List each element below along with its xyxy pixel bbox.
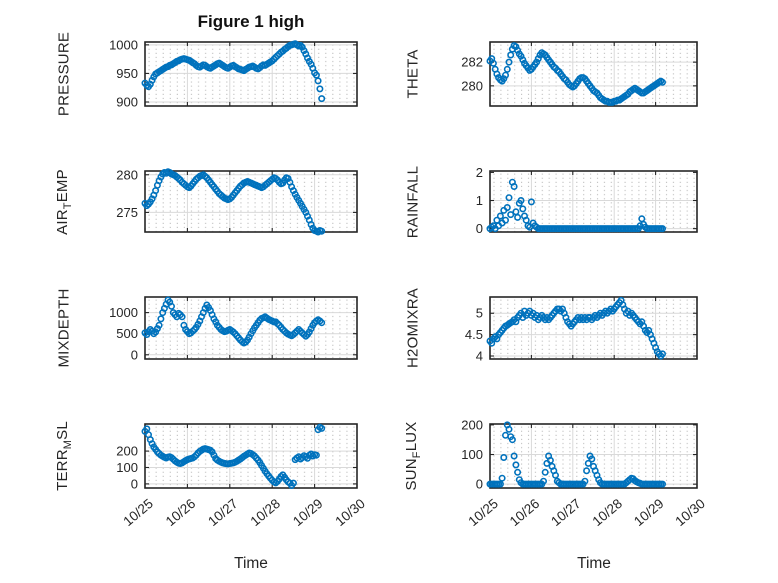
svg-text:100: 100 <box>461 447 483 462</box>
svg-text:10/29: 10/29 <box>290 496 326 529</box>
y-axis-label-rainfall: RAINFALL <box>404 165 422 238</box>
svg-text:1000: 1000 <box>109 305 138 320</box>
svg-text:950: 950 <box>116 66 138 81</box>
minor-grid <box>490 297 697 359</box>
svg-text:280: 280 <box>116 167 138 182</box>
scatter-markers <box>141 168 326 236</box>
svg-text:282: 282 <box>461 55 483 70</box>
y-axis-label-h2omixra: H2OMIXRA <box>404 288 422 368</box>
scatter-markers <box>486 42 666 106</box>
tick-marks <box>144 424 358 488</box>
subplot-theta: 280 282 <box>461 41 698 107</box>
svg-text:1000: 1000 <box>109 37 138 52</box>
x-axis-label-left: Time <box>234 555 268 572</box>
y-tick-labels: 44.55 <box>465 306 483 364</box>
figure-title: Figure 1 high <box>197 12 305 31</box>
axes-box <box>144 296 358 360</box>
x-tick-labels: 10/25 10/26 10/27 10/28 10/29 10/30 <box>465 496 708 529</box>
svg-text:10/26: 10/26 <box>507 496 543 529</box>
x-tick-labels: 10/25 10/26 10/27 10/28 10/29 10/30 <box>120 496 368 529</box>
svg-text:10/27: 10/27 <box>205 496 241 529</box>
y-tick-labels: 280 282 <box>461 55 483 94</box>
tick-marks <box>489 42 698 106</box>
svg-text:2: 2 <box>476 165 483 180</box>
tick-marks <box>144 297 358 359</box>
svg-text:280: 280 <box>461 78 483 93</box>
x-axis-label-right: Time <box>577 555 611 572</box>
y-tick-labels: 0 500 1000 <box>109 305 138 362</box>
subplot-rainfall: 0 1 2 <box>476 165 698 236</box>
tick-marks <box>144 171 358 232</box>
subplot-sun-flux: 0 100 200 10/25 10/26 10/27 10/28 10/29 10/30 <box>461 417 708 529</box>
svg-text:10/26: 10/26 <box>163 496 199 529</box>
svg-text:0: 0 <box>476 221 483 236</box>
svg-text:500: 500 <box>116 326 138 341</box>
svg-text:10/28: 10/28 <box>248 496 284 529</box>
subplot-mixdepth: 0 500 1000 <box>109 296 358 362</box>
svg-text:10/30: 10/30 <box>332 496 368 529</box>
scatter-markers <box>486 178 666 233</box>
y-tick-labels: 0 100 200 <box>461 417 483 491</box>
tick-marks <box>144 42 358 106</box>
y-tick-labels: 900 950 1000 <box>109 37 138 109</box>
svg-text:4.5: 4.5 <box>465 327 483 342</box>
y-axis-label-air-temp: AIRTEMP <box>54 168 74 235</box>
svg-text:0: 0 <box>131 476 138 491</box>
svg-text:200: 200 <box>116 444 138 459</box>
y-axis-label-mixdepth: MIXDEPTH <box>55 288 73 368</box>
axes-box <box>489 41 698 107</box>
svg-text:10/30: 10/30 <box>672 496 708 529</box>
svg-text:0: 0 <box>476 477 483 492</box>
svg-text:275: 275 <box>116 205 138 220</box>
y-tick-labels: 0 1 2 <box>476 165 483 236</box>
scatter-markers <box>486 296 666 360</box>
axes-box <box>144 170 358 233</box>
y-axis-label-pressure: PRESSURE <box>55 31 73 117</box>
svg-text:10/25: 10/25 <box>120 496 156 529</box>
scatter-markers <box>141 423 326 489</box>
svg-text:100: 100 <box>116 460 138 475</box>
svg-text:5: 5 <box>476 306 483 321</box>
svg-text:10/27: 10/27 <box>548 496 584 529</box>
y-axis-label-theta: THETA <box>404 49 422 99</box>
scatter-markers <box>141 296 326 347</box>
axes-box <box>489 423 698 489</box>
subplot-h2omixra: 44.55 <box>465 296 698 364</box>
axes-box <box>489 296 698 360</box>
subplot-pressure: 900 950 1000 <box>109 37 358 110</box>
svg-text:0: 0 <box>131 347 138 362</box>
svg-text:4: 4 <box>476 349 483 364</box>
svg-text:10/29: 10/29 <box>631 496 667 529</box>
y-axis-label-terr-msl: TERRMSL <box>54 421 74 491</box>
axes-box <box>144 423 358 489</box>
subplot-air-temp: 275 280 <box>116 167 358 236</box>
svg-text:900: 900 <box>116 95 138 110</box>
scatter-markers <box>141 40 326 103</box>
major-grid <box>490 424 697 488</box>
svg-text:10/28: 10/28 <box>590 496 626 529</box>
svg-text:200: 200 <box>461 417 483 432</box>
svg-text:1: 1 <box>476 193 483 208</box>
minor-grid <box>145 42 357 106</box>
svg-text:10/25: 10/25 <box>465 496 501 529</box>
y-tick-labels: 275 280 <box>116 167 138 220</box>
axes-box <box>144 41 358 107</box>
y-axis-label-sun-flux: SUNFLUX <box>403 421 423 491</box>
scatter-markers <box>486 421 666 488</box>
minor-grid <box>490 42 697 106</box>
